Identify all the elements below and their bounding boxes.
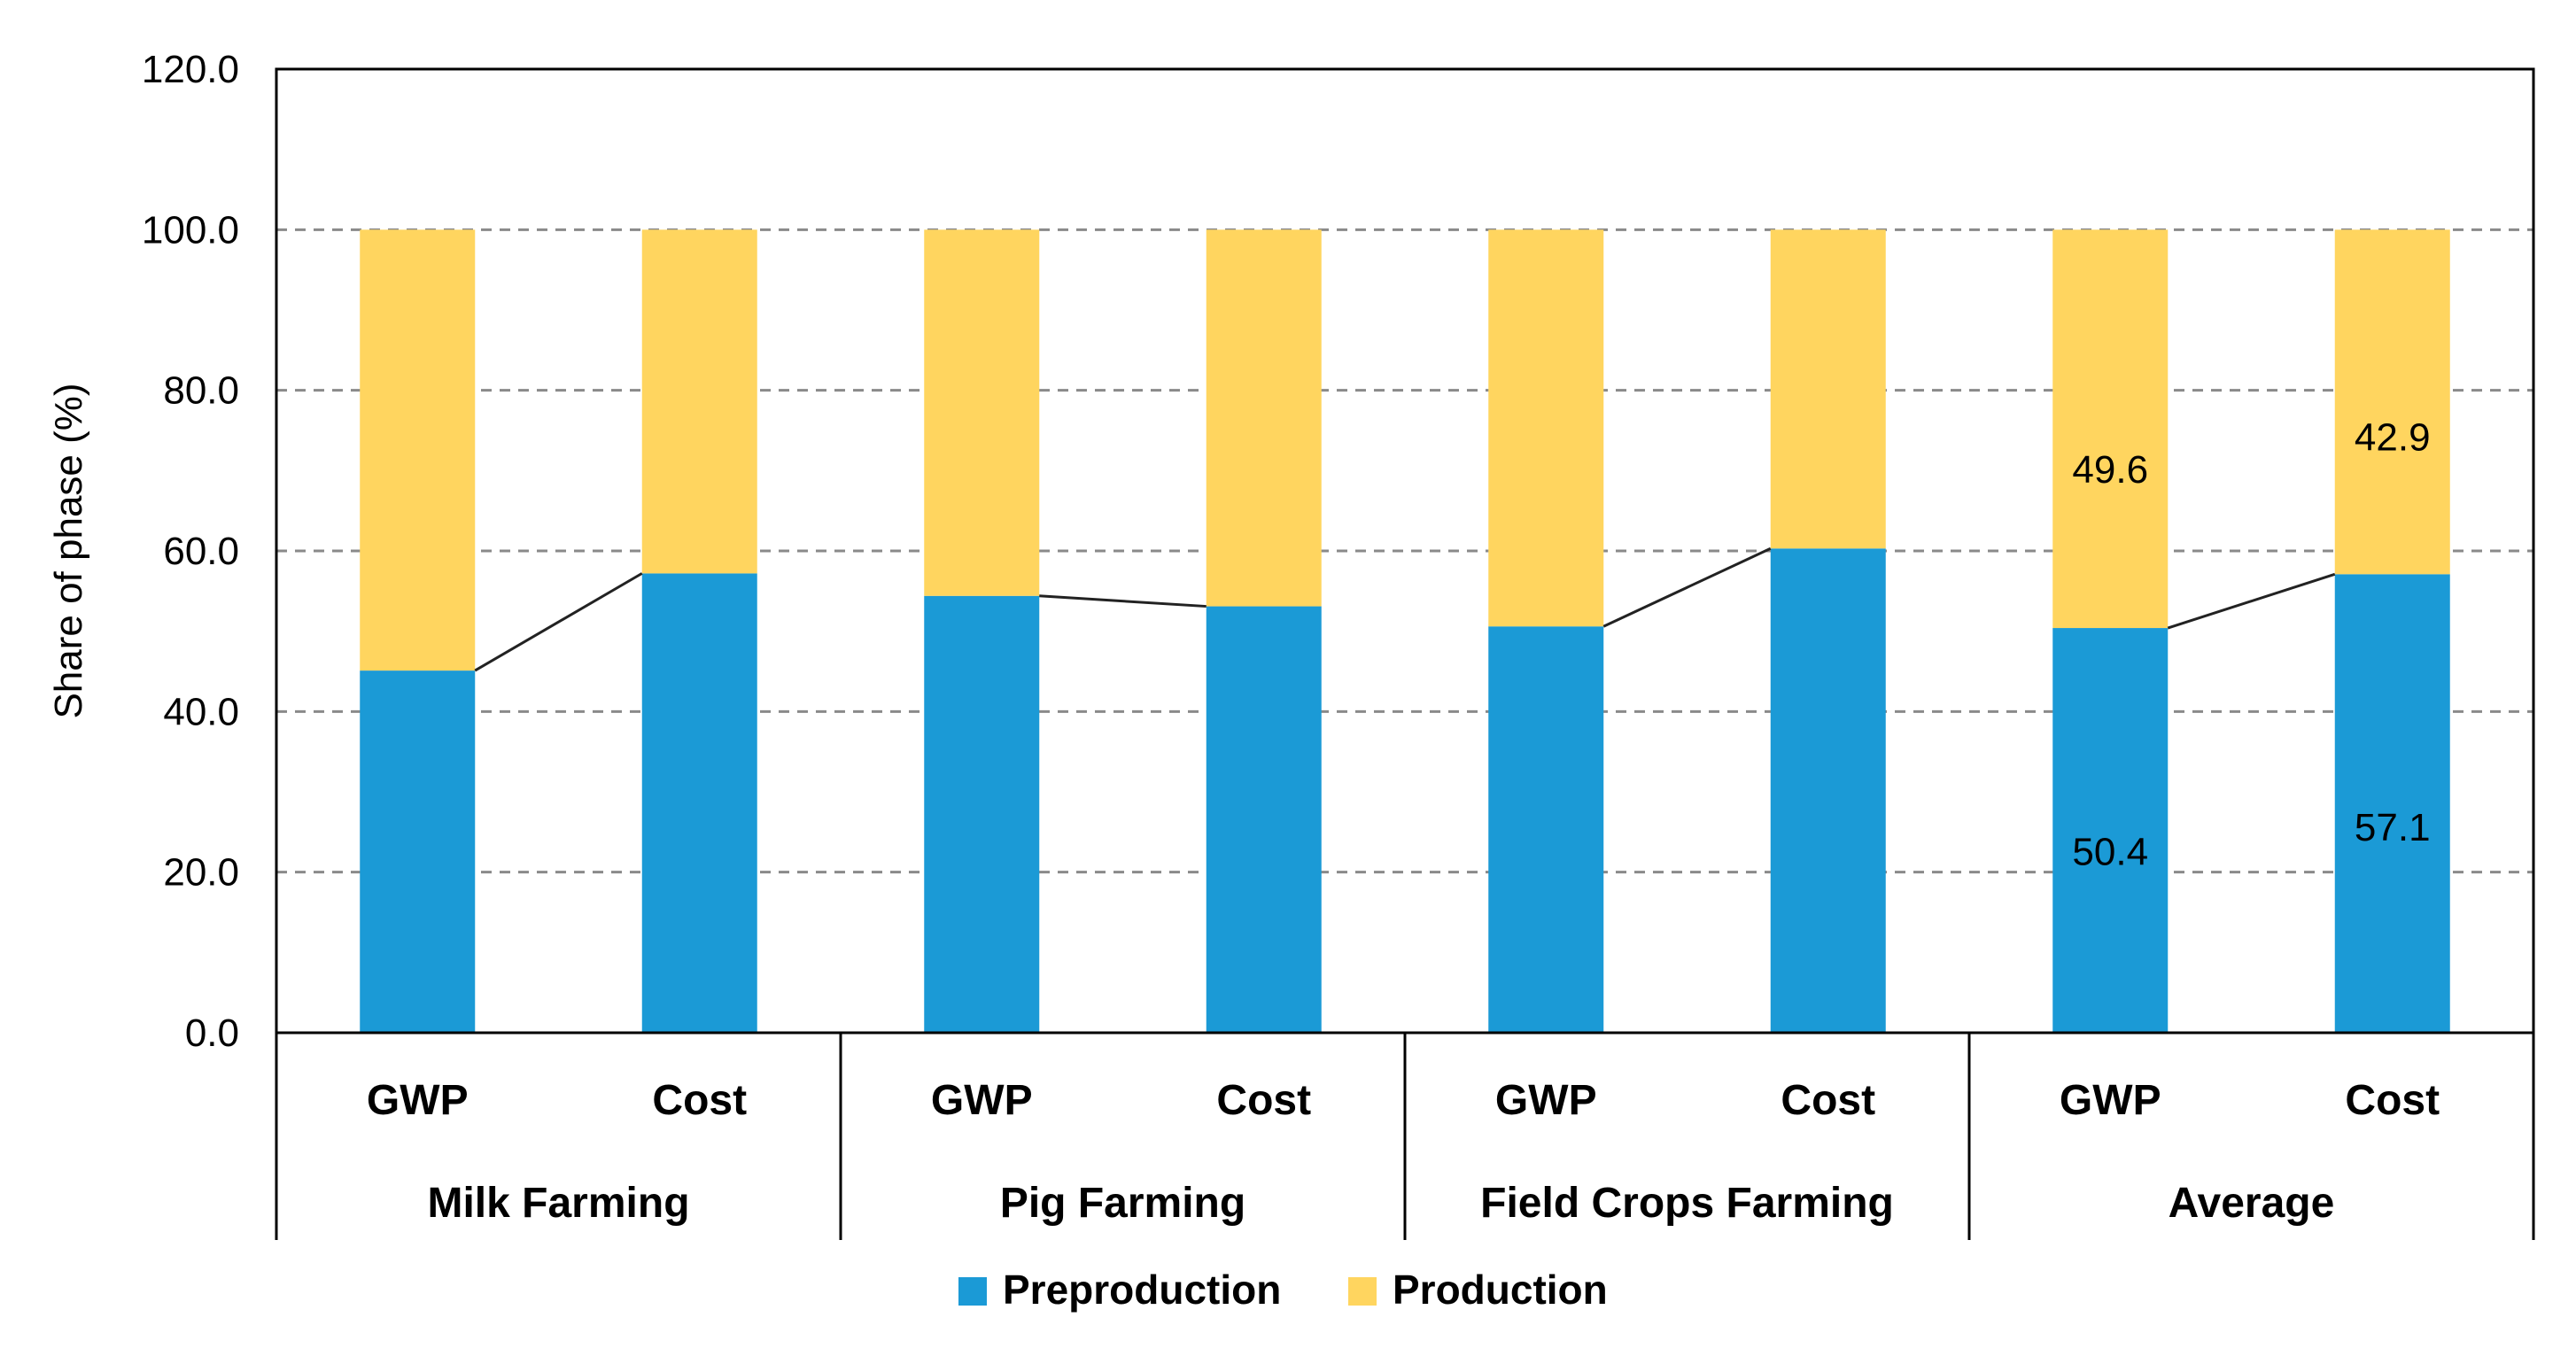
series-lines [474, 546, 2336, 672]
bar-preproduction-5 [1770, 548, 1886, 1033]
y-tick-label: 0.0 [185, 1011, 239, 1055]
x-tick-label: Cost [2345, 1077, 2440, 1124]
bar-preproduction-3 [1206, 606, 1322, 1033]
bar-production-7 [2334, 229, 2450, 575]
y-axis-title: Share of phase (%) [47, 383, 90, 718]
gridlines [276, 228, 2533, 874]
series-line-0 [474, 572, 643, 672]
bar-preproduction-6 [2052, 628, 2169, 1033]
y-tick-label: 100.0 [142, 208, 239, 252]
bar-preproduction-0 [360, 670, 476, 1033]
bar-production-2 [924, 229, 1040, 596]
legend: Preproduction Production [958, 1267, 1608, 1313]
x-tick-label: Cost [1216, 1077, 1311, 1124]
legend-swatch-production [1348, 1277, 1377, 1306]
x-group-label: Milk Farming [427, 1180, 689, 1227]
x-group-label: Pig Farming [1000, 1180, 1245, 1227]
x-group-label: Average [2169, 1180, 2335, 1227]
bar-production-4 [1488, 229, 1604, 627]
bar-preproduction-4 [1488, 626, 1604, 1033]
y-tick-label: 80.0 [163, 369, 239, 413]
bar-production-5 [1770, 229, 1886, 549]
data-label: 49.6 [2072, 448, 2148, 492]
data-label: 42.9 [2355, 416, 2431, 460]
legend-swatch-preproduction [958, 1277, 987, 1306]
x-tick-label: Cost [652, 1077, 747, 1124]
bar-preproduction-7 [2334, 574, 2450, 1033]
bar-production-6 [2052, 229, 2169, 629]
series-line-1 [1039, 594, 1207, 608]
x-tick-label: Cost [1781, 1077, 1875, 1124]
bar-production-3 [1206, 229, 1322, 607]
x-tick-label: GWP [1495, 1077, 1597, 1124]
x-tick-label: GWP [931, 1077, 1033, 1124]
labels: 50.4 57.1 49.6 42.9 GWP Cost GWP Cost GWP Cost GWP… [367, 416, 2440, 1227]
data-label: 57.1 [2355, 806, 2431, 849]
bar-production-1 [641, 229, 757, 574]
bar-preproduction-1 [641, 573, 757, 1033]
legend-label-production: Production [1393, 1267, 1608, 1313]
data-label: 50.4 [2072, 830, 2148, 873]
legend-label-preproduction: Preproduction [1003, 1267, 1281, 1313]
series-line-2 [1602, 546, 1772, 628]
bar-production-0 [360, 229, 476, 671]
y-tick-label: 120.0 [142, 48, 239, 91]
series-line-3 [2167, 572, 2336, 630]
y-tick-label: 20.0 [163, 851, 239, 895]
x-tick-label: GWP [367, 1077, 469, 1124]
x-group-label: Field Crops Farming [1480, 1180, 1894, 1227]
x-tick-label: GWP [2060, 1077, 2161, 1124]
bars [360, 229, 2450, 1033]
bar-preproduction-2 [924, 595, 1040, 1033]
axes: 0.0 20.0 40.0 60.0 80.0 100.0 120.0 Share of ph… [47, 48, 2535, 1240]
y-tick-label: 40.0 [163, 690, 239, 733]
y-tick-label: 60.0 [163, 530, 239, 573]
